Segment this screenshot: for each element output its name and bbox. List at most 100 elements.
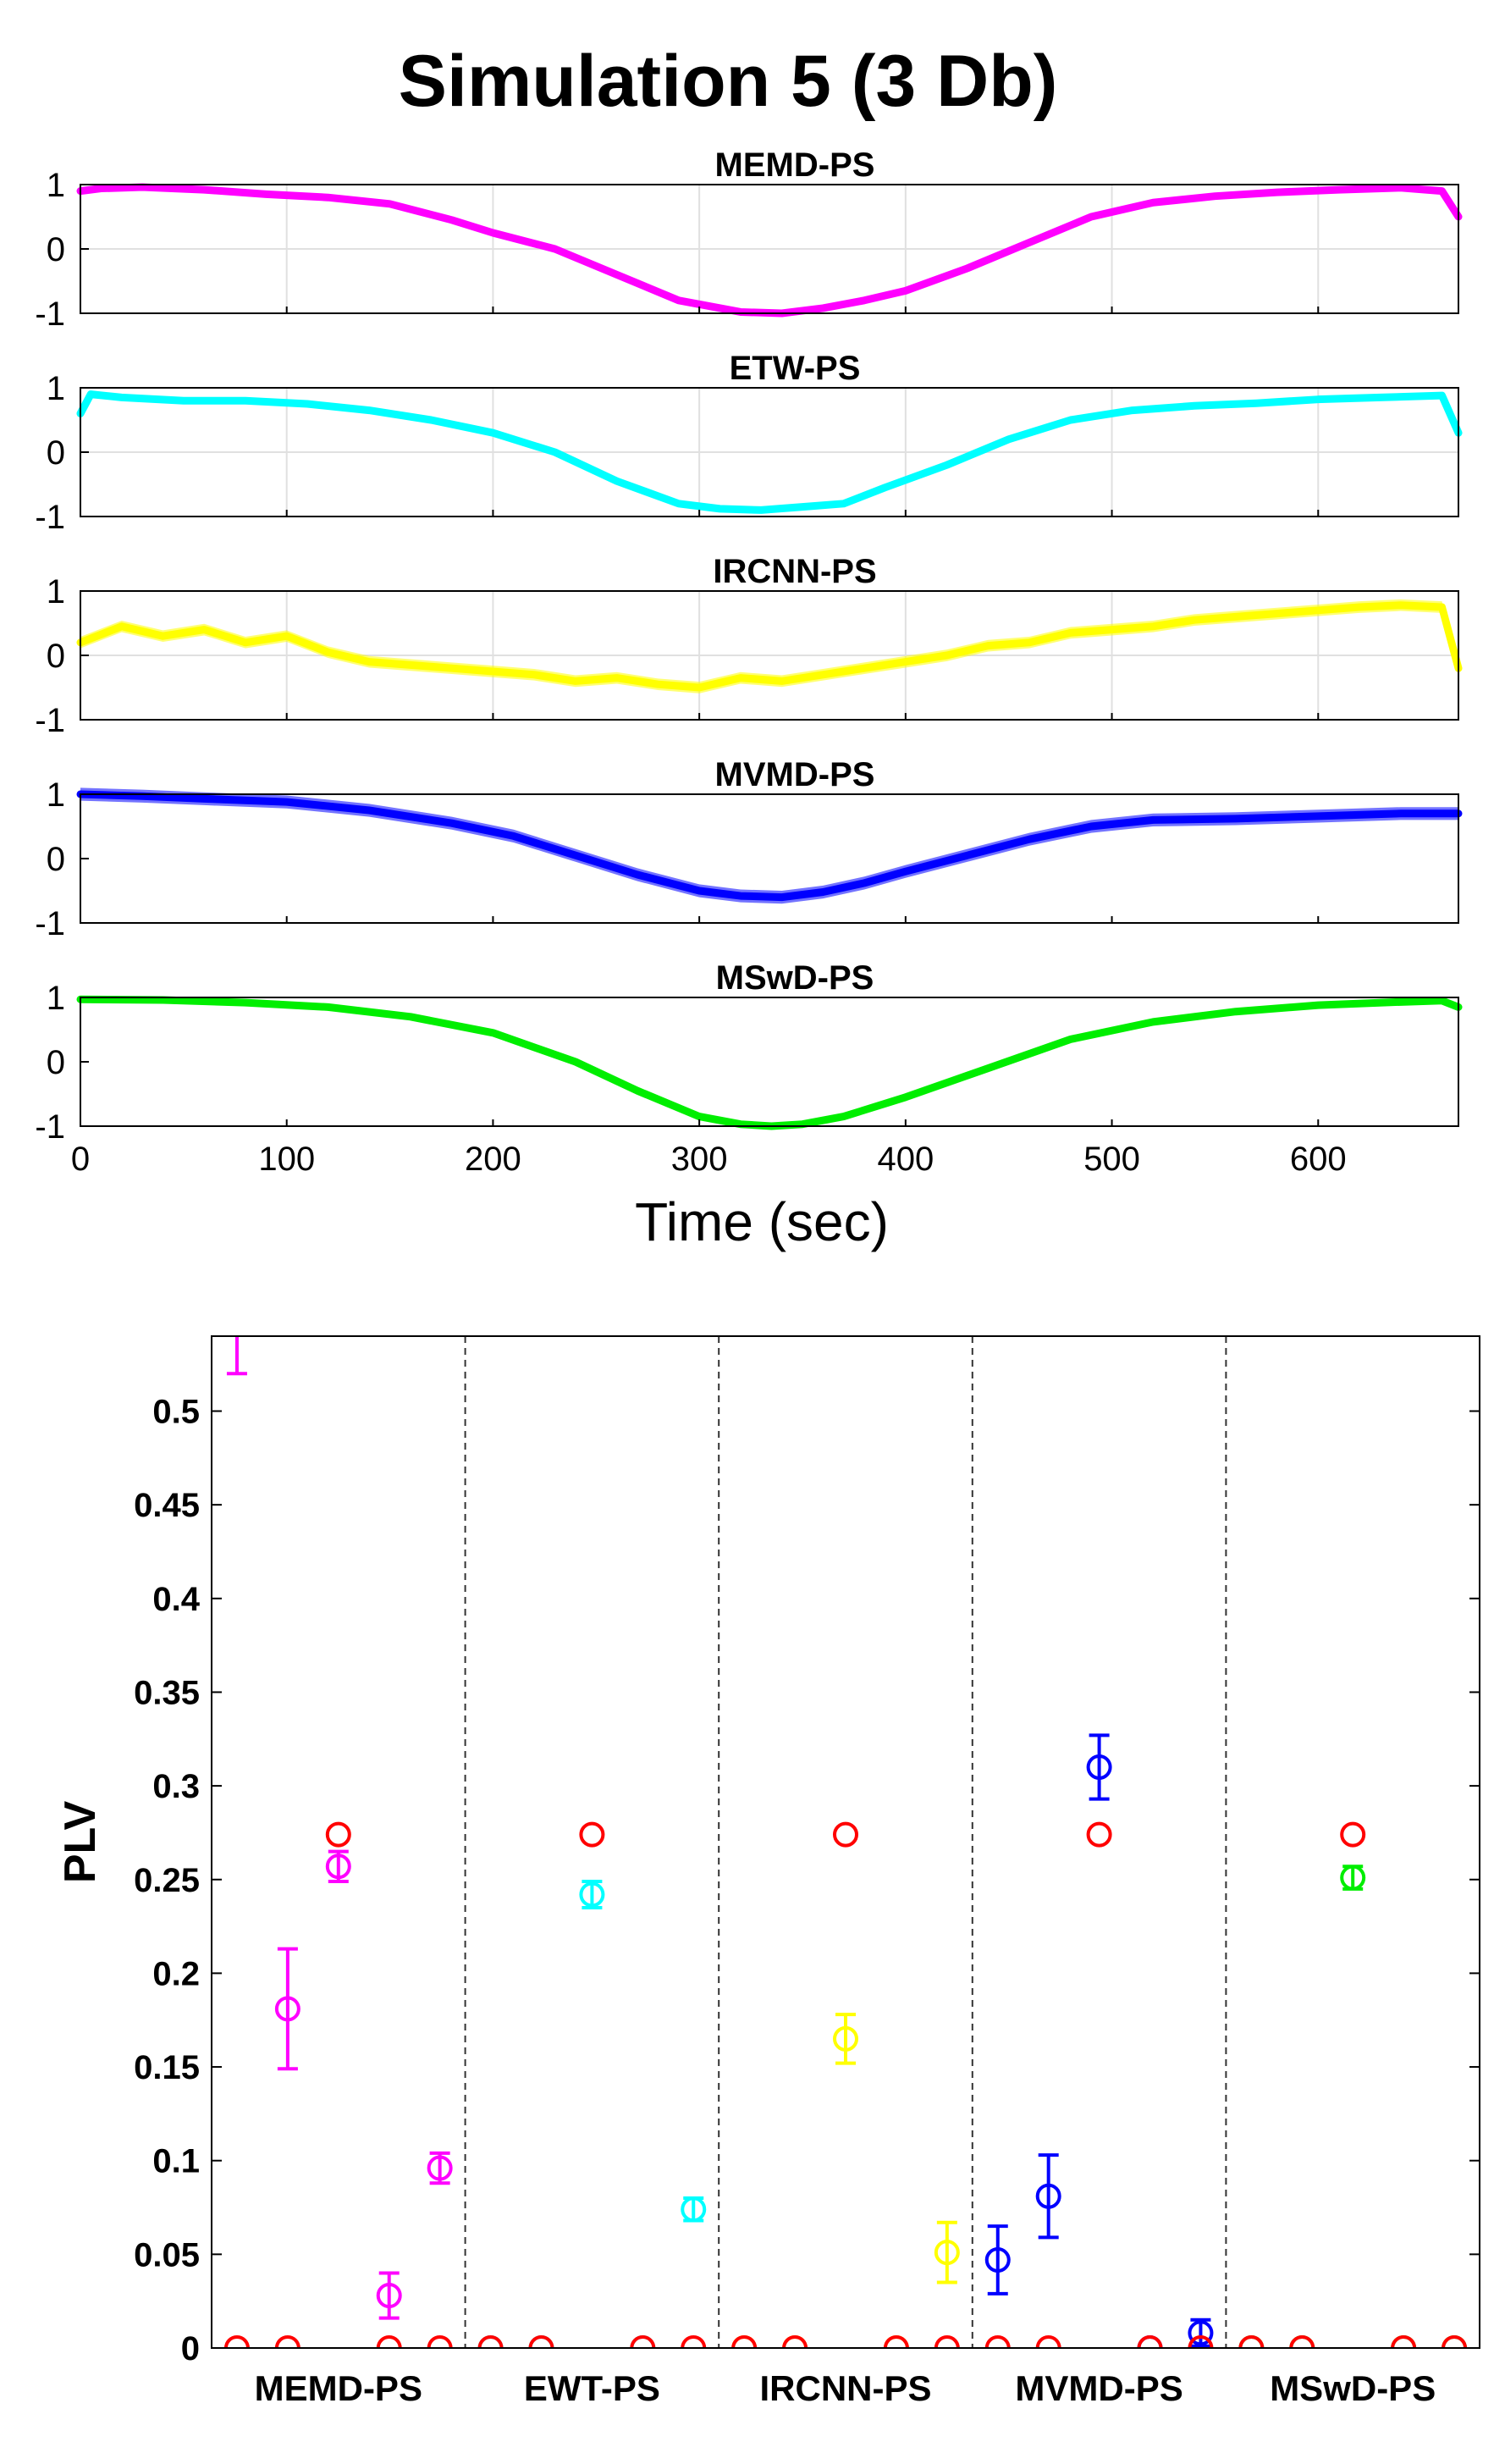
estimate-point <box>681 2196 707 2223</box>
panel-title: MEMD-PS <box>715 146 875 184</box>
y-tick-label: 0.25 <box>134 1862 200 1899</box>
reference-point <box>427 2335 453 2348</box>
y-axis-label: PLV <box>56 1801 105 1884</box>
timeseries-panel: MVMD-PS -1 0 1 <box>35 756 1463 942</box>
y-tick-label: -1 <box>35 905 65 942</box>
estimate-point <box>1086 1754 1112 1780</box>
reference-point <box>782 2335 808 2348</box>
y-tick-label: 1 <box>47 980 65 1017</box>
y-tick-label: 1 <box>47 167 65 204</box>
group-label: EWT-PS <box>524 2368 660 2408</box>
y-tick-label: 0.4 <box>152 1581 200 1618</box>
estimate-point <box>274 1996 300 2022</box>
y-tick-label: 0 <box>181 2330 200 2367</box>
x-tick-label: 100 <box>258 1141 315 1178</box>
y-tick-label: -1 <box>35 1108 65 1146</box>
estimate-point <box>376 2283 402 2309</box>
x-tick-label: 300 <box>671 1141 728 1178</box>
timeseries-panel: IRCNN-PS -1 0 1 <box>35 553 1463 739</box>
y-tick-label: 0.3 <box>152 1768 200 1805</box>
y-tick-label: 1 <box>47 573 65 610</box>
panel-title: MVMD-PS <box>715 756 875 793</box>
x-tick-label: 500 <box>1083 1141 1140 1178</box>
estimate-point <box>427 2155 453 2181</box>
estimate-point <box>325 1854 351 1880</box>
group-label: MVMD-PS <box>1015 2368 1183 2408</box>
y-tick-label: 0.45 <box>134 1487 200 1524</box>
reference-point <box>1289 2335 1315 2348</box>
series-line <box>76 601 1463 692</box>
reference-point <box>1086 1821 1112 1848</box>
figure-title: Simulation 5 (3 Db) <box>399 41 1058 122</box>
estimate-point <box>1340 1865 1366 1891</box>
reference-point <box>376 2335 402 2348</box>
y-tick-label: 0 <box>47 1044 65 1081</box>
reference-point <box>630 2335 656 2348</box>
reference-point <box>1442 2335 1468 2348</box>
series-line <box>76 790 1463 902</box>
estimate-point <box>1188 2320 1214 2346</box>
y-tick-label: 0 <box>47 638 65 675</box>
y-tick-label: 0.1 <box>152 2143 200 2180</box>
panel-title: IRCNN-PS <box>713 553 876 590</box>
reference-point <box>528 2335 554 2348</box>
reference-point <box>833 1821 858 1848</box>
reference-point <box>984 2335 1011 2348</box>
estimate-point <box>833 2025 858 2052</box>
reference-point <box>1035 2335 1061 2348</box>
y-tick-label: 0 <box>47 841 65 878</box>
axes-box <box>80 997 1459 1127</box>
y-tick-label: 0.05 <box>134 2236 200 2273</box>
estimate-point <box>1035 2183 1061 2209</box>
x-axis-label: Time (sec) <box>635 1191 889 1252</box>
reference-point <box>579 1821 605 1848</box>
plot-area <box>223 1288 1468 2348</box>
series-line <box>76 995 1463 1130</box>
y-tick-label: 0 <box>47 231 65 268</box>
panel-title: ETW-PS <box>730 350 861 387</box>
y-tick-label: 0.35 <box>134 1674 200 1711</box>
x-tick-label: 0 <box>71 1141 90 1178</box>
x-tick-label: 200 <box>465 1141 521 1178</box>
y-tick-label: -1 <box>35 702 65 739</box>
axes-box <box>211 1335 1480 2349</box>
reference-point <box>1137 2335 1163 2348</box>
panel-title: MSwD-PS <box>716 959 874 997</box>
group-label: IRCNN-PS <box>759 2368 931 2408</box>
y-tick-label: 0.2 <box>152 1955 200 1992</box>
y-tick-label: 1 <box>47 370 65 407</box>
reference-point <box>477 2335 504 2348</box>
reference-point <box>731 2335 758 2348</box>
y-tick-label: 0.15 <box>134 2049 200 2086</box>
plv-panel: 0 0.05 0.1 0.15 0.2 0.25 0.3 0.35 0.4 0.45 0.5 MEMD… <box>56 1288 1480 2408</box>
reference-point <box>223 2335 250 2348</box>
estimate-point <box>579 1881 605 1908</box>
y-tick-label: 0.5 <box>152 1394 200 1431</box>
y-tick-label: -1 <box>35 499 65 536</box>
estimate-point <box>934 2240 960 2266</box>
reference-point <box>274 2335 300 2348</box>
reference-point <box>1188 2335 1214 2348</box>
y-tick-label: 1 <box>47 776 65 814</box>
y-tick-label: 0 <box>47 434 65 472</box>
group-label: MSwD-PS <box>1270 2368 1436 2408</box>
reference-point <box>325 1821 351 1848</box>
reference-point <box>681 2335 707 2348</box>
x-tick-label: 600 <box>1290 1141 1347 1178</box>
estimate-point <box>226 1288 248 1310</box>
timeseries-panel: MEMD-PS -1 0 1 <box>35 146 1463 333</box>
x-tick-label: 400 <box>877 1141 934 1178</box>
series-line <box>76 390 1463 514</box>
reference-point <box>1391 2335 1417 2348</box>
reference-point <box>1238 2335 1265 2348</box>
reference-point <box>1340 1821 1366 1848</box>
series-band <box>80 997 1458 1128</box>
reference-point <box>934 2335 960 2348</box>
estimate-point <box>984 2246 1011 2273</box>
reference-point <box>883 2335 909 2348</box>
y-tick-label: -1 <box>35 296 65 333</box>
group-label: MEMD-PS <box>255 2368 422 2408</box>
timeseries-panel: ETW-PS -1 0 1 <box>35 350 1463 536</box>
